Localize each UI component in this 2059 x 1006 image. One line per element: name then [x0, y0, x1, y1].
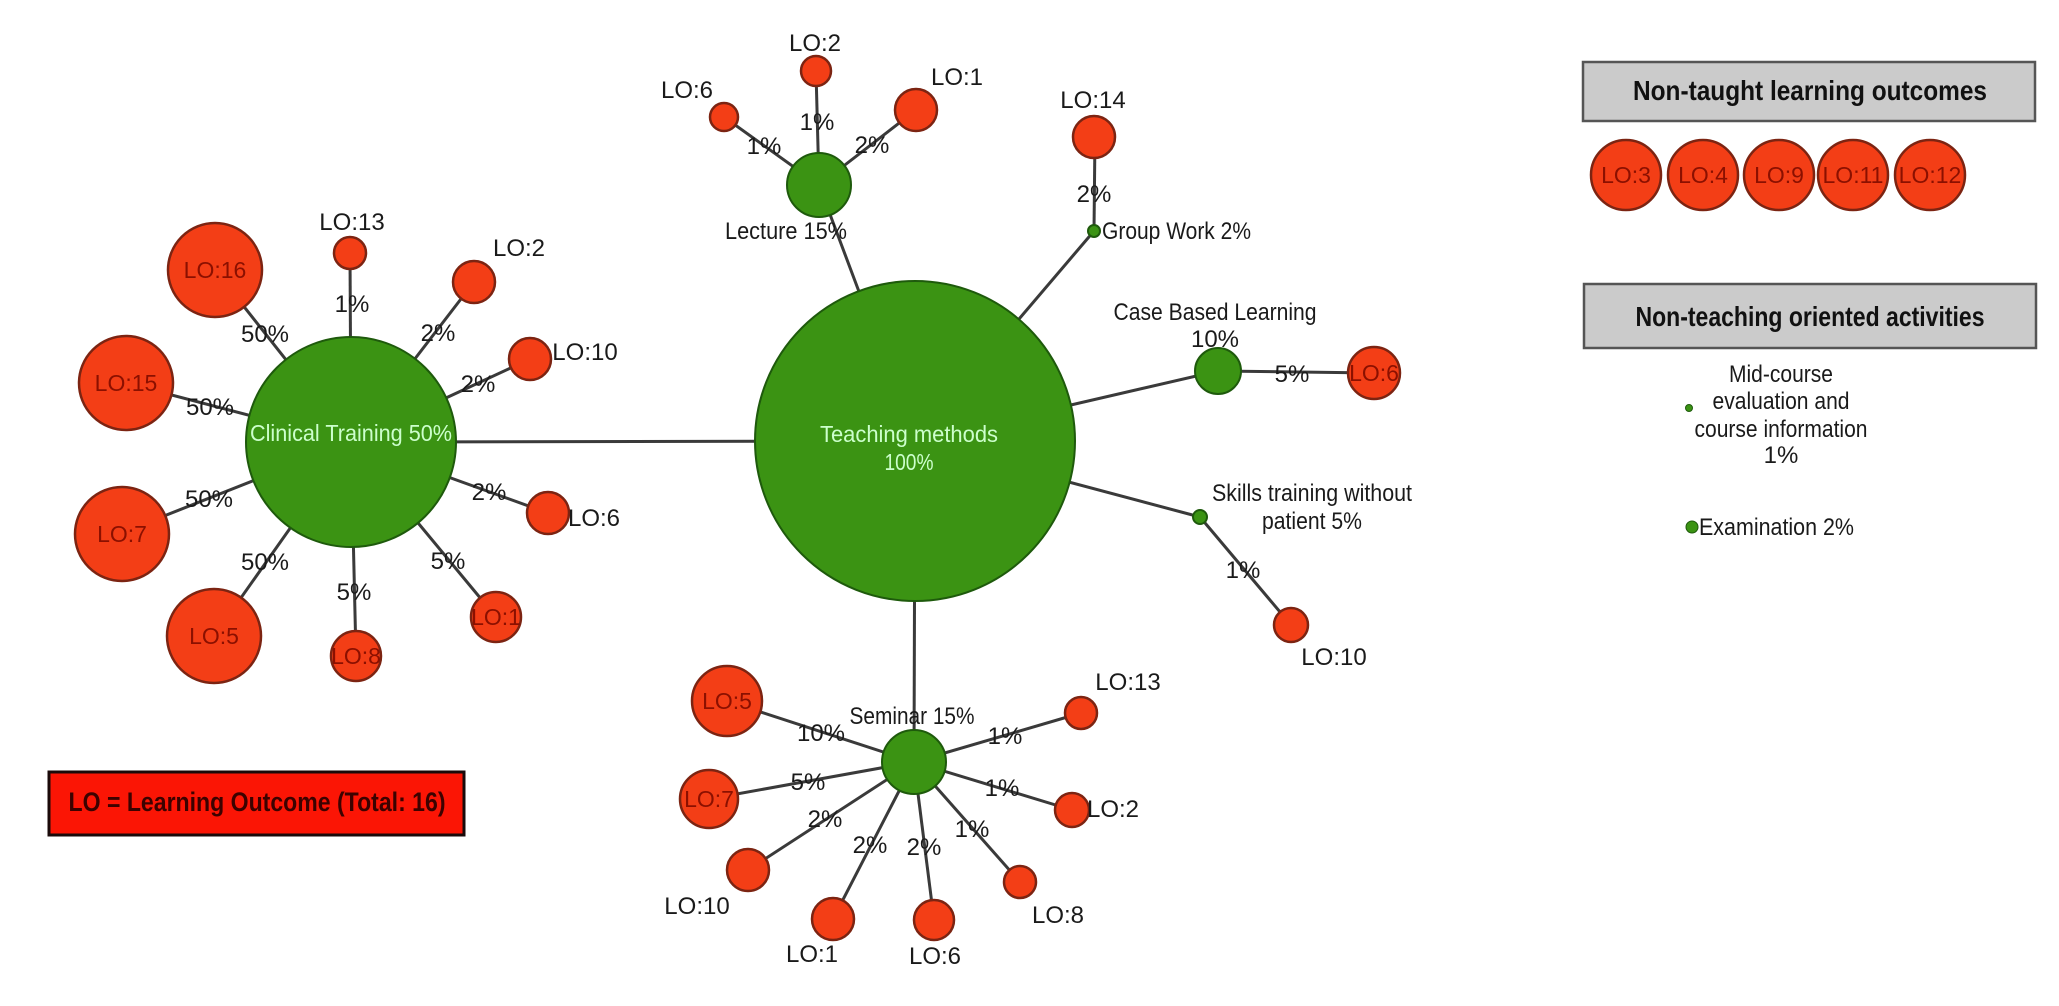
svg-text:5%: 5%: [431, 548, 466, 575]
svg-text:Mid-course: Mid-course: [1729, 361, 1833, 388]
svg-text:Teaching methods: Teaching methods: [820, 421, 998, 447]
svg-text:2%: 2%: [1077, 181, 1112, 208]
svg-text:LO:1: LO:1: [931, 64, 983, 91]
svg-text:LO:16: LO:16: [184, 257, 247, 283]
svg-text:LO:2: LO:2: [789, 30, 841, 57]
svg-text:LO:6: LO:6: [661, 77, 713, 104]
svg-text:LO:7: LO:7: [97, 521, 147, 547]
svg-text:LO = Learning Outcome (Total:: LO = Learning Outcome (Total: 16): [69, 787, 446, 817]
svg-text:2%: 2%: [808, 806, 843, 833]
svg-text:2%: 2%: [853, 832, 888, 859]
svg-text:LO:10: LO:10: [664, 893, 729, 920]
svg-text:2%: 2%: [907, 834, 942, 861]
svg-text:1%: 1%: [800, 109, 835, 136]
svg-text:Lecture 15%: Lecture 15%: [725, 218, 847, 245]
svg-text:LO:6: LO:6: [568, 505, 620, 532]
svg-text:50%: 50%: [186, 394, 234, 421]
svg-text:Examination 2%: Examination 2%: [1699, 514, 1854, 541]
svg-text:LO:2: LO:2: [493, 235, 545, 262]
svg-text:2%: 2%: [472, 479, 507, 506]
svg-text:LO:9: LO:9: [1754, 162, 1804, 188]
svg-text:patient 5%: patient 5%: [1262, 508, 1362, 535]
svg-text:evaluation and: evaluation and: [1713, 388, 1850, 415]
svg-text:LO:10: LO:10: [552, 339, 617, 366]
svg-text:LO:8: LO:8: [1032, 902, 1084, 929]
svg-text:50%: 50%: [241, 549, 289, 576]
svg-text:Non-taught learning outcomes: Non-taught learning outcomes: [1633, 75, 1987, 106]
svg-text:Clinical Training 50%: Clinical Training 50%: [250, 420, 452, 446]
svg-text:Group Work 2%: Group Work 2%: [1102, 218, 1251, 245]
svg-text:50%: 50%: [185, 486, 233, 513]
svg-text:LO:6: LO:6: [1349, 360, 1399, 386]
svg-text:100%: 100%: [885, 449, 934, 475]
svg-text:LO:2: LO:2: [1087, 796, 1139, 823]
svg-text:Non-teaching oriented activiti: Non-teaching oriented activities: [1636, 301, 1985, 332]
svg-text:Skills training without: Skills training without: [1212, 480, 1412, 507]
svg-text:10%: 10%: [1191, 326, 1239, 353]
svg-text:5%: 5%: [1275, 361, 1310, 388]
svg-text:2%: 2%: [421, 320, 456, 347]
svg-text:LO:6: LO:6: [909, 943, 961, 970]
svg-text:1%: 1%: [1764, 442, 1799, 469]
svg-text:LO:13: LO:13: [319, 209, 384, 236]
svg-text:1%: 1%: [1226, 557, 1261, 584]
svg-text:LO:1: LO:1: [471, 604, 521, 630]
svg-text:LO:5: LO:5: [189, 623, 239, 649]
svg-text:LO:13: LO:13: [1095, 669, 1160, 696]
svg-text:2%: 2%: [855, 132, 890, 159]
svg-text:Case Based Learning: Case Based Learning: [1114, 299, 1317, 326]
svg-text:LO:12: LO:12: [1899, 162, 1962, 188]
svg-text:1%: 1%: [988, 723, 1023, 750]
svg-text:LO:11: LO:11: [1823, 162, 1884, 188]
svg-text:LO:3: LO:3: [1601, 162, 1651, 188]
svg-text:LO:5: LO:5: [702, 688, 752, 714]
svg-text:5%: 5%: [791, 769, 826, 796]
svg-text:LO:7: LO:7: [684, 786, 734, 812]
svg-text:LO:14: LO:14: [1060, 87, 1125, 114]
svg-text:LO:1: LO:1: [786, 941, 838, 968]
svg-text:1%: 1%: [335, 291, 370, 318]
svg-text:1%: 1%: [955, 816, 990, 843]
svg-text:1%: 1%: [747, 133, 782, 160]
svg-text:2%: 2%: [461, 371, 496, 398]
svg-text:LO:10: LO:10: [1301, 644, 1366, 671]
svg-text:course information: course information: [1695, 416, 1868, 443]
svg-text:Seminar 15%: Seminar 15%: [850, 703, 975, 730]
svg-text:LO:8: LO:8: [331, 643, 381, 669]
svg-text:50%: 50%: [241, 321, 289, 348]
svg-text:LO:15: LO:15: [95, 370, 158, 396]
svg-text:LO:4: LO:4: [1678, 162, 1728, 188]
svg-text:1%: 1%: [985, 775, 1020, 802]
svg-text:5%: 5%: [337, 579, 372, 606]
svg-text:10%: 10%: [797, 720, 845, 747]
